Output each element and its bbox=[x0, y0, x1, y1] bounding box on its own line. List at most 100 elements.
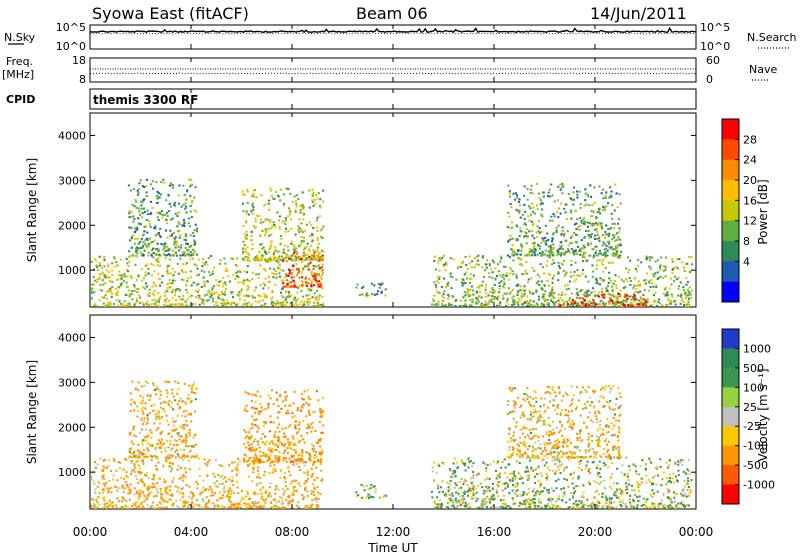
echo-cell bbox=[594, 491, 597, 494]
echo-cell bbox=[604, 256, 607, 259]
echo-cell bbox=[246, 190, 249, 193]
echo-cell bbox=[110, 491, 113, 494]
echo-cell bbox=[511, 288, 514, 291]
echo-cell bbox=[259, 450, 262, 453]
echo-cell bbox=[259, 488, 262, 491]
echo-cell bbox=[480, 302, 483, 305]
echo-cell bbox=[579, 290, 582, 293]
echo-cell bbox=[193, 444, 196, 447]
echo-cell bbox=[307, 253, 310, 256]
echo-cell bbox=[127, 456, 130, 459]
echo-cell bbox=[287, 504, 290, 507]
echo-cell bbox=[256, 493, 259, 496]
echo-cell bbox=[541, 295, 544, 298]
echo-cell bbox=[548, 505, 551, 508]
echo-cell bbox=[275, 449, 278, 452]
echo-cell bbox=[654, 272, 657, 275]
echo-cell bbox=[273, 436, 276, 439]
echo-cell bbox=[165, 460, 168, 463]
echo-cell bbox=[150, 455, 153, 458]
echo-cell bbox=[289, 441, 292, 444]
echo-cell bbox=[321, 296, 324, 299]
echo-cell bbox=[313, 251, 316, 254]
echo-cell bbox=[588, 204, 591, 207]
echo-cell bbox=[547, 195, 550, 198]
echo-cell bbox=[259, 221, 262, 224]
echo-cell bbox=[268, 471, 271, 474]
echo-cell bbox=[250, 235, 253, 238]
echo-cell bbox=[615, 505, 618, 508]
echo-cell bbox=[689, 293, 692, 296]
echo-cell bbox=[436, 290, 439, 293]
echo-cell bbox=[301, 450, 304, 453]
echo-cell bbox=[601, 495, 604, 498]
echo-cell bbox=[287, 256, 290, 259]
echo-cell bbox=[218, 491, 221, 494]
echo-cell bbox=[283, 449, 286, 452]
echo-cell bbox=[603, 206, 606, 209]
echo-cell bbox=[125, 258, 128, 261]
echo-cell bbox=[617, 295, 620, 298]
echo-cell bbox=[140, 207, 143, 210]
echo-cell bbox=[266, 295, 269, 298]
echo-cell bbox=[685, 304, 688, 307]
echo-cell bbox=[463, 464, 466, 467]
echo-cell bbox=[155, 181, 158, 184]
echo-cell bbox=[271, 272, 274, 275]
echo-cell bbox=[247, 259, 250, 262]
echo-cell bbox=[305, 254, 308, 257]
echo-cell bbox=[292, 464, 295, 467]
echo-cell bbox=[251, 460, 254, 463]
echo-cell bbox=[272, 301, 275, 304]
echo-cell bbox=[128, 256, 131, 259]
echo-cell bbox=[577, 226, 580, 229]
echo-cell bbox=[242, 210, 245, 213]
echo-cell bbox=[595, 504, 598, 507]
echo-cell bbox=[565, 466, 568, 469]
echo-cell bbox=[464, 299, 467, 302]
echo-cell bbox=[176, 230, 179, 233]
echo-cell bbox=[489, 497, 492, 500]
echo-cell bbox=[280, 255, 283, 258]
echo-cell bbox=[219, 259, 222, 262]
echo-cell bbox=[468, 506, 471, 509]
echo-cell bbox=[162, 465, 165, 468]
echo-cell bbox=[264, 258, 267, 261]
echo-cell bbox=[123, 273, 126, 276]
echo-cell bbox=[550, 215, 553, 218]
echo-cell bbox=[568, 287, 571, 290]
echo-cell bbox=[462, 491, 465, 494]
echo-cell bbox=[318, 280, 321, 283]
echo-cell bbox=[248, 436, 251, 439]
echo-cell bbox=[524, 301, 527, 304]
echo-cell bbox=[121, 500, 124, 503]
echo-cell bbox=[302, 211, 305, 214]
echo-cell bbox=[549, 506, 552, 509]
echo-cell bbox=[103, 255, 106, 258]
echo-cell bbox=[315, 500, 318, 503]
echo-cell bbox=[230, 503, 233, 506]
echo-cell bbox=[563, 303, 566, 306]
echo-cell bbox=[690, 289, 693, 292]
echo-cell bbox=[195, 227, 198, 230]
echo-cell bbox=[292, 499, 295, 502]
echo-cell bbox=[447, 297, 450, 300]
echo-cell bbox=[176, 432, 179, 435]
echo-cell bbox=[529, 299, 532, 302]
echo-cell bbox=[644, 279, 647, 282]
echo-cell bbox=[289, 257, 292, 260]
echo-cell bbox=[464, 505, 467, 508]
echo-cell bbox=[311, 272, 314, 275]
echo-cell bbox=[287, 188, 290, 191]
echo-cell bbox=[133, 463, 136, 466]
echo-cell bbox=[442, 263, 445, 266]
echo-cell bbox=[605, 205, 608, 208]
echo-cell bbox=[139, 492, 142, 495]
echo-cell bbox=[501, 294, 504, 297]
echo-cell bbox=[137, 242, 140, 245]
echo-cell bbox=[120, 277, 123, 280]
echo-cell bbox=[199, 297, 202, 300]
echo-cell bbox=[621, 301, 624, 304]
echo-cell bbox=[179, 498, 182, 501]
echo-cell bbox=[563, 491, 566, 494]
